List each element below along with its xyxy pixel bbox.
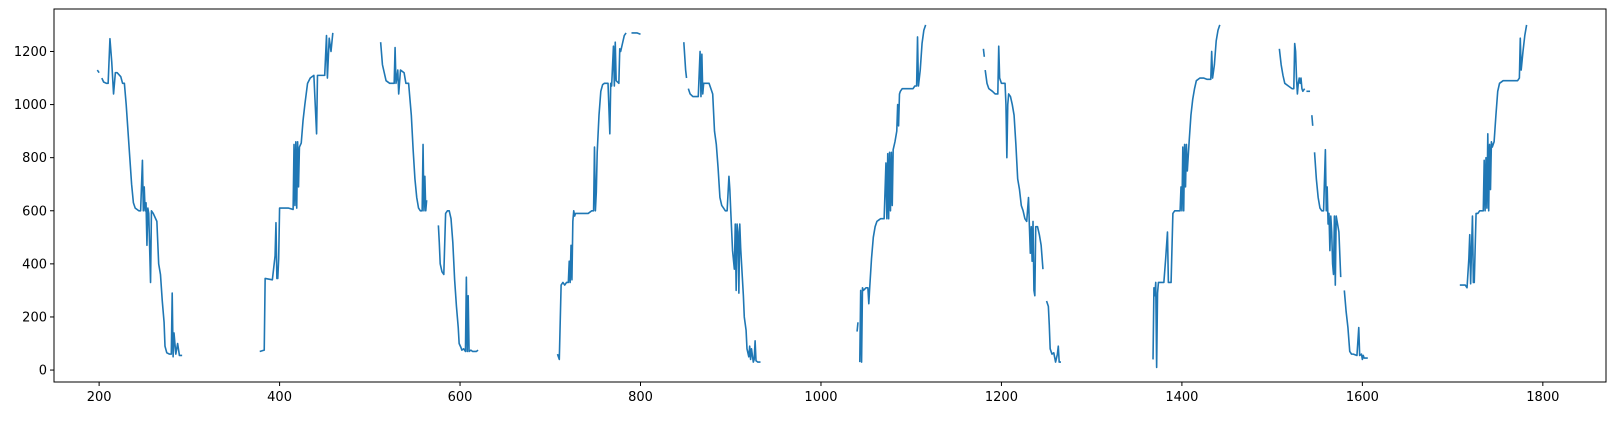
series-0-segment-0 xyxy=(96,69,100,74)
series-0-segment-20 xyxy=(1459,24,1528,289)
series-0-segment-8 xyxy=(687,50,761,363)
x-tick-label: 600 xyxy=(448,390,473,405)
series-lines xyxy=(96,24,1528,369)
y-tick-label: 400 xyxy=(22,257,47,272)
x-tick-label: 1000 xyxy=(804,390,837,405)
y-tick-label: 0 xyxy=(39,364,47,379)
y-tick-label: 1000 xyxy=(14,98,47,113)
x-tick-label: 800 xyxy=(628,390,653,405)
x-tick-label: 1600 xyxy=(1346,390,1379,405)
series-0-segment-17 xyxy=(1311,115,1314,126)
x-tick-label: 200 xyxy=(87,390,112,405)
y-tick-label: 200 xyxy=(22,310,47,325)
series-0-segment-1 xyxy=(101,37,183,358)
series-0-segment-5 xyxy=(556,32,627,361)
series-0-segment-13 xyxy=(1045,300,1061,363)
series-0-segment-15 xyxy=(1278,42,1306,95)
series-0-segment-7 xyxy=(683,42,688,79)
x-tick-label: 400 xyxy=(267,390,292,405)
series-0-segment-2 xyxy=(259,32,334,353)
x-tick-label: 1800 xyxy=(1526,390,1559,405)
y-axis: 0 200 400 600 800 1000 1200 xyxy=(14,45,54,379)
series-0-segment-11 xyxy=(982,48,986,57)
series-0-segment-12 xyxy=(984,45,1044,297)
series-0-segment-14 xyxy=(1152,24,1221,369)
x-tick-label: 1400 xyxy=(1165,390,1198,405)
series-0-segment-9 xyxy=(856,322,859,332)
series-0-segment-18 xyxy=(1313,148,1342,286)
plot-frame xyxy=(53,8,1607,383)
series-0-segment-19 xyxy=(1343,290,1368,361)
y-tick-label: 600 xyxy=(22,204,47,219)
series-0-segment-4 xyxy=(437,209,479,353)
series-0-segment-3 xyxy=(379,42,428,212)
y-tick-label: 1200 xyxy=(14,45,47,60)
y-tick-label: 800 xyxy=(22,151,47,166)
series-0-segment-6 xyxy=(631,32,641,35)
series-0-segment-10 xyxy=(858,24,927,363)
x-axis: 200 400 600 800 1000 1200 1400 1600 1800 xyxy=(87,382,1559,405)
x-tick-label: 1200 xyxy=(985,390,1018,405)
